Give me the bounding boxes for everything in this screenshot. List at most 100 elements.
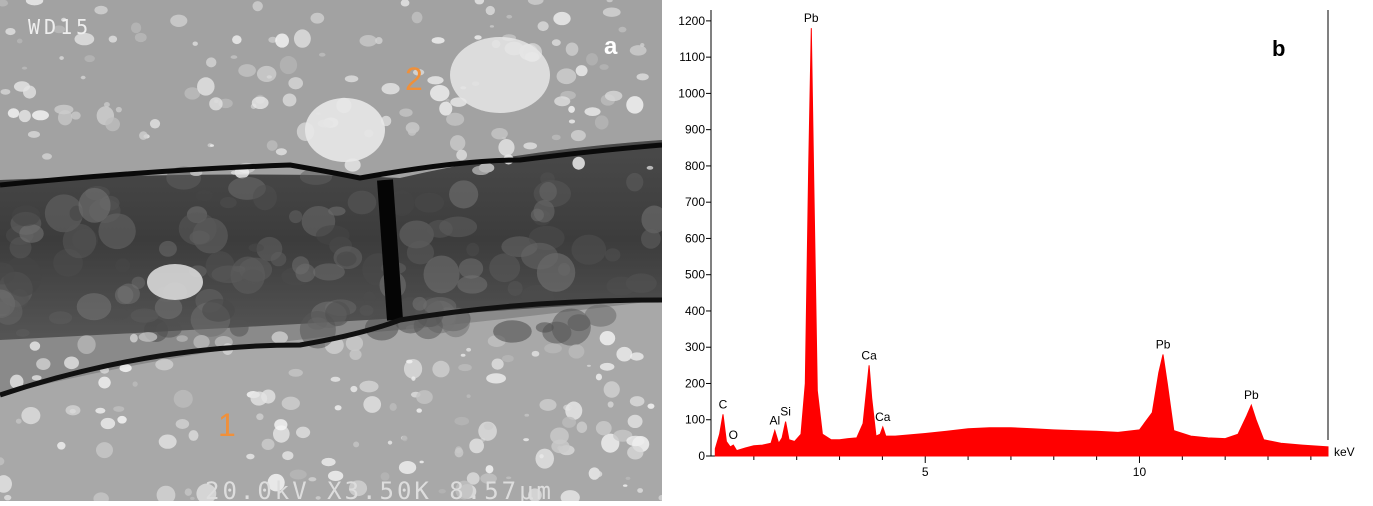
grain: [246, 453, 255, 460]
grain: [507, 280, 523, 296]
grain: [272, 425, 290, 443]
grain: [626, 172, 644, 192]
grain: [629, 396, 645, 407]
grain: [250, 391, 268, 406]
grain: [0, 475, 12, 493]
grain: [288, 77, 303, 90]
grain: [113, 406, 125, 412]
grain: [491, 127, 508, 140]
x-tick-label: 10: [1133, 465, 1147, 479]
grain: [21, 406, 41, 425]
grain: [557, 445, 563, 451]
grain: [416, 408, 422, 413]
y-tick-label: 600: [685, 231, 705, 245]
grain: [419, 460, 424, 464]
grain: [363, 396, 382, 413]
grain: [414, 192, 445, 213]
grain: [103, 101, 110, 108]
grain: [568, 105, 575, 113]
grain: [310, 12, 325, 24]
grain: [0, 457, 5, 466]
grain: [439, 216, 478, 238]
grain: [570, 130, 586, 142]
grain: [266, 140, 278, 151]
grain: [622, 484, 628, 487]
y-tick-label: 1200: [678, 14, 705, 28]
grain: [359, 305, 374, 316]
grain: [523, 142, 538, 150]
grain: [604, 248, 621, 262]
grain: [412, 68, 425, 76]
grain: [98, 376, 111, 389]
grain: [407, 128, 417, 136]
lower-layer: [0, 300, 662, 501]
grain: [154, 296, 183, 320]
grain: [539, 182, 557, 202]
grain: [202, 298, 235, 322]
grain: [336, 251, 357, 267]
grain: [429, 85, 450, 102]
grain: [327, 470, 344, 482]
grain: [375, 37, 383, 45]
grain: [454, 416, 470, 426]
grain: [565, 401, 583, 420]
peak-label: C: [719, 397, 728, 411]
grain: [220, 197, 237, 209]
grain: [535, 322, 554, 333]
grain: [232, 35, 242, 45]
grain: [54, 104, 74, 115]
grain: [59, 56, 64, 60]
grain: [618, 26, 627, 33]
grain: [450, 37, 550, 113]
grain: [108, 35, 118, 43]
grain: [74, 32, 95, 46]
crack: [377, 179, 403, 321]
grain: [457, 275, 488, 294]
peak-label: Si: [780, 405, 791, 419]
grain: [48, 311, 73, 325]
grain: [289, 210, 303, 224]
grain: [599, 64, 609, 70]
grain: [147, 264, 203, 300]
grain: [485, 5, 495, 16]
y-tick-label: 200: [685, 376, 705, 390]
grain: [16, 38, 23, 44]
grain: [52, 25, 66, 34]
x-tick-label: 5: [922, 465, 929, 479]
grain: [344, 75, 359, 83]
grain: [19, 224, 44, 243]
grain: [535, 448, 555, 469]
grain: [389, 190, 415, 216]
grain: [230, 55, 238, 59]
grain: [130, 308, 159, 323]
grain: [640, 42, 645, 47]
grain: [242, 269, 264, 285]
grain: [274, 419, 288, 431]
grain: [604, 90, 623, 102]
grain: [29, 341, 41, 351]
grain: [0, 298, 23, 325]
grain: [595, 420, 612, 436]
grain: [70, 111, 81, 120]
grain: [449, 180, 479, 209]
grain: [551, 39, 561, 46]
grain: [3, 255, 42, 297]
grain: [359, 380, 379, 393]
grain: [401, 435, 408, 442]
grain: [0, 262, 15, 285]
grain: [11, 205, 41, 227]
grain: [458, 363, 472, 372]
grain: [268, 36, 278, 43]
grain: [506, 476, 512, 480]
y-tick-label: 500: [685, 268, 705, 282]
grain: [550, 427, 569, 445]
grain: [256, 65, 277, 83]
grain: [93, 492, 109, 501]
grain: [472, 165, 490, 176]
grain: [308, 477, 317, 482]
grain: [553, 11, 571, 26]
grain: [531, 350, 540, 357]
grain: [584, 107, 601, 117]
grain: [658, 494, 662, 501]
